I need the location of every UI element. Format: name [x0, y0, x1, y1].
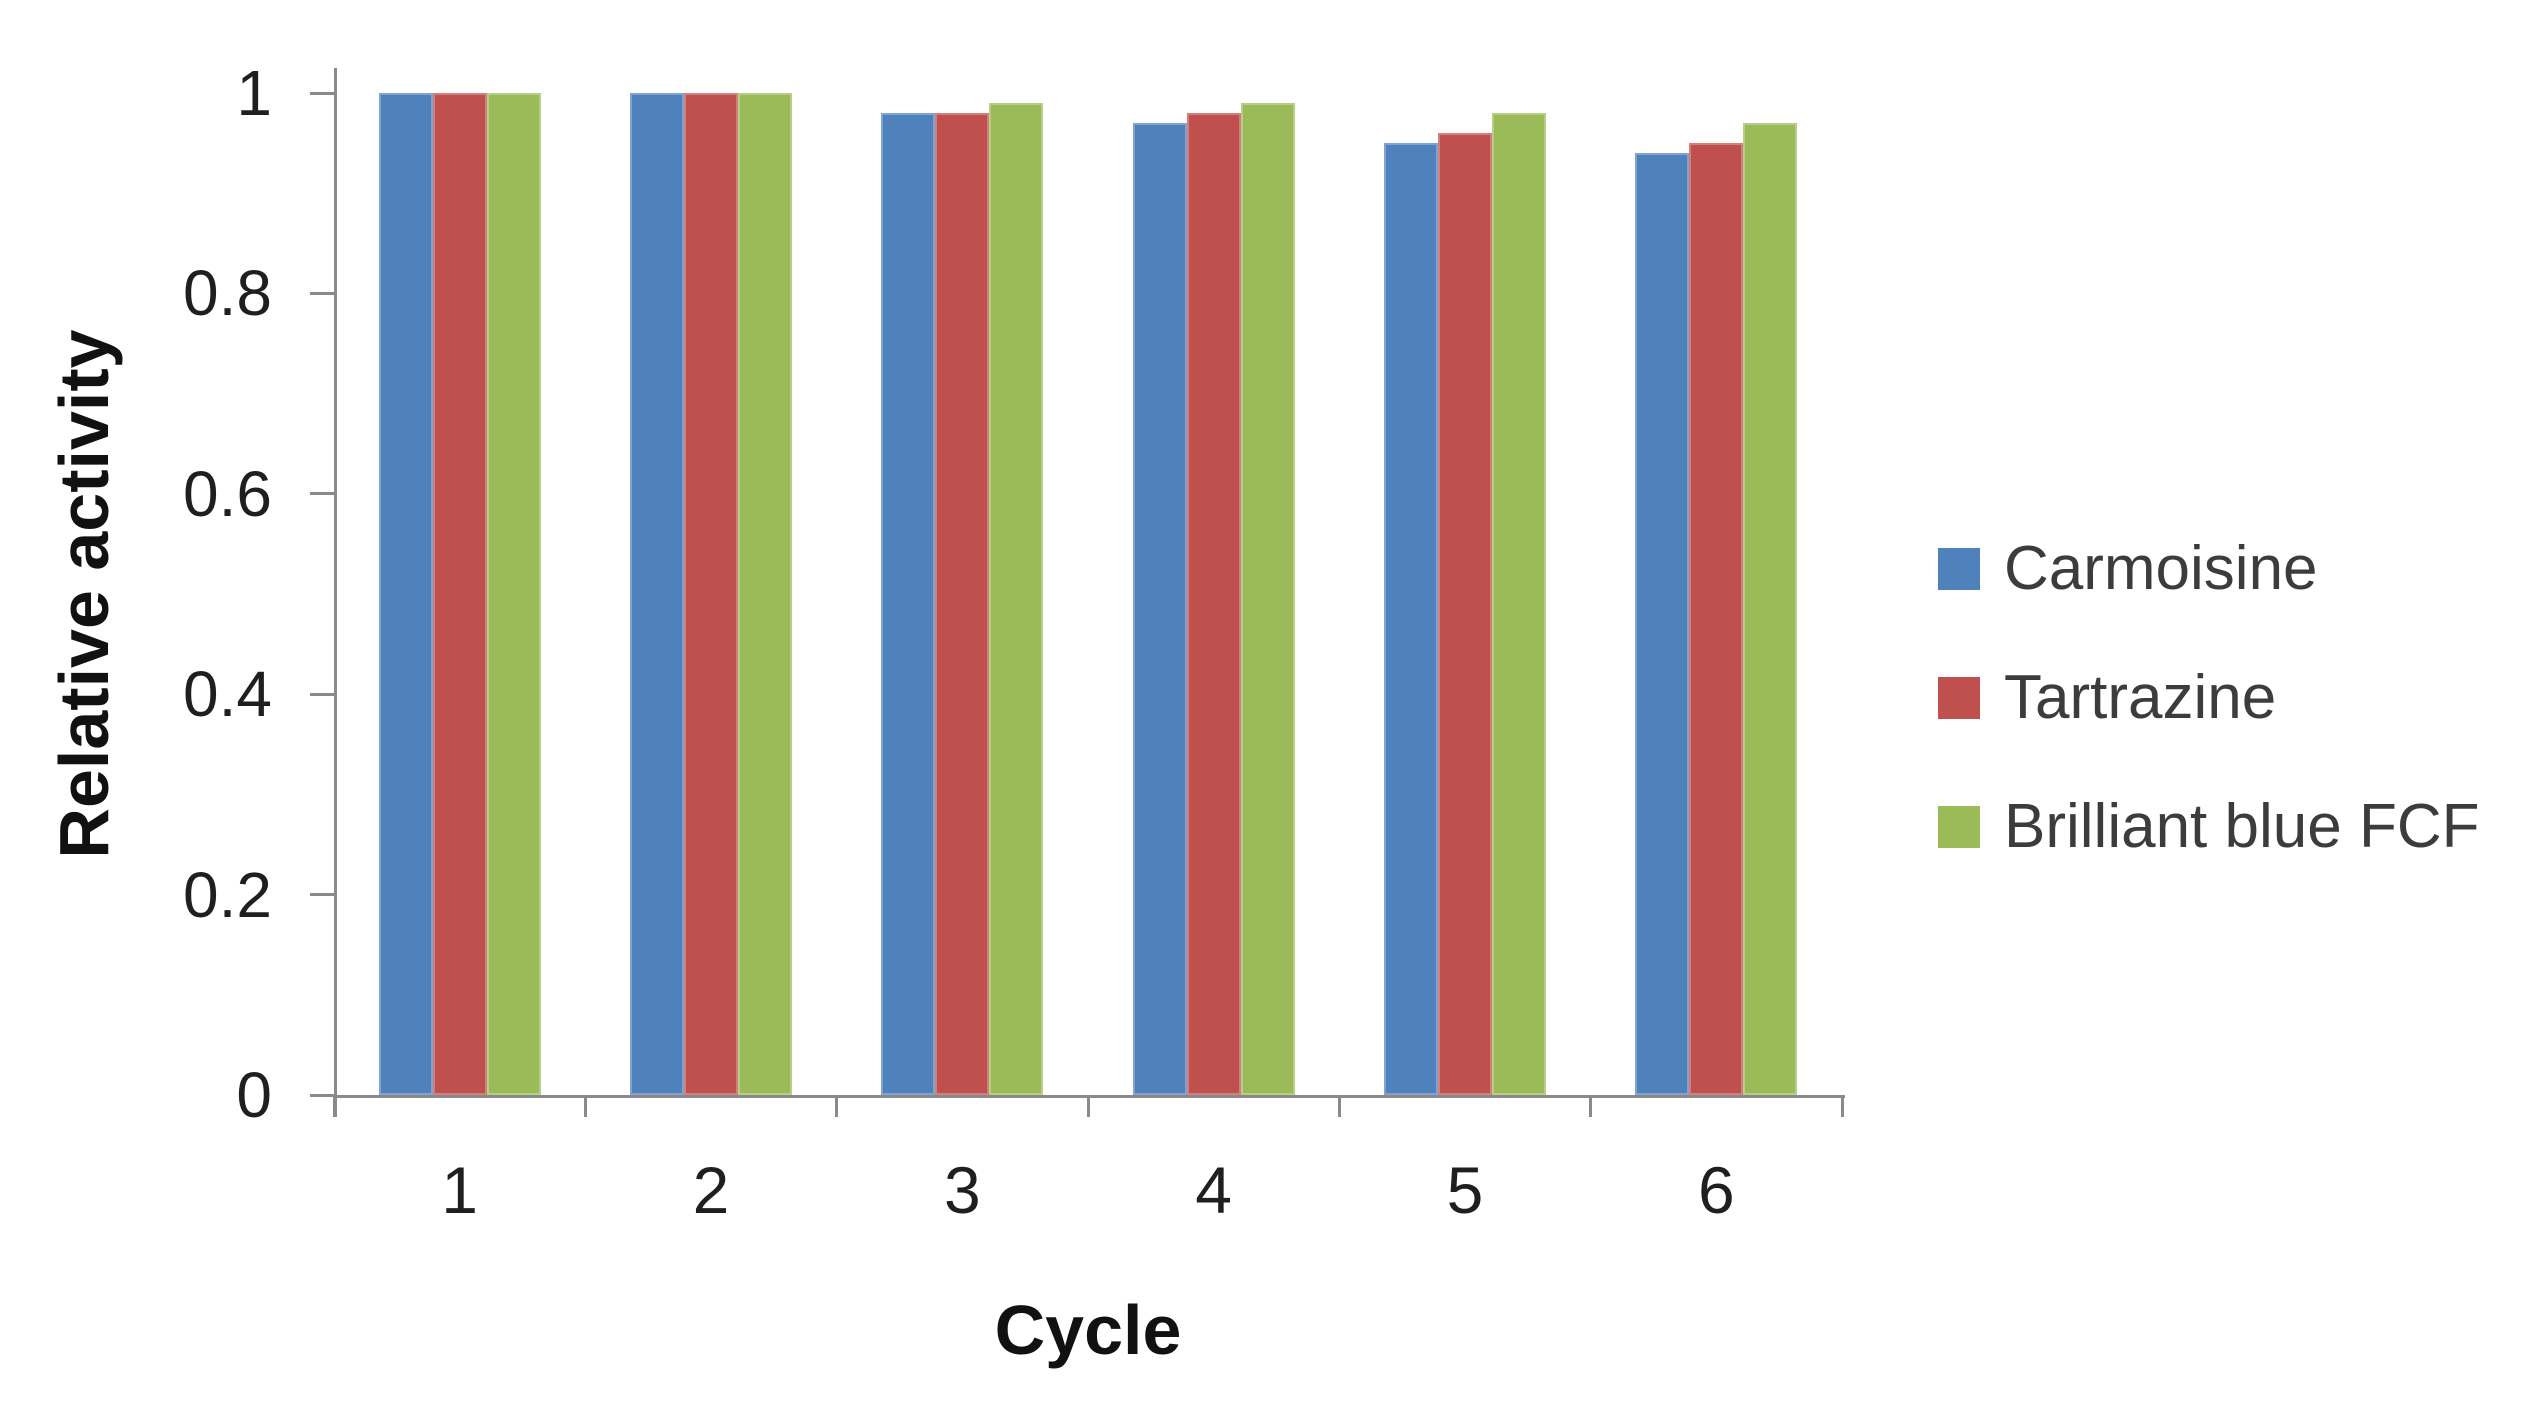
y-tick-label: 0.4: [183, 658, 272, 731]
x-tick-label: 6: [1697, 1153, 1735, 1227]
bar-brilliant-blue-fcf: [989, 103, 1044, 1095]
x-tick-mark: [835, 1095, 839, 1117]
y-tick-label: 0: [236, 1059, 272, 1131]
y-tick-label: 0.6: [183, 457, 272, 530]
y-tick-mark: [310, 893, 334, 897]
x-tick-label: 3: [943, 1153, 981, 1227]
y-tick-mark: [310, 91, 334, 95]
bar-tartrazine: [684, 93, 738, 1095]
x-tick-mark: [1086, 1095, 1090, 1117]
y-tick-mark: [310, 492, 334, 496]
bar-brilliant-blue-fcf: [486, 93, 541, 1095]
bar-group-cycle-5: [1384, 93, 1546, 1095]
x-tick-mark: [1589, 1095, 1593, 1117]
y-axis-line: [334, 68, 337, 1117]
legend-swatch-icon: [1938, 548, 1980, 590]
bar-group-cycle-4: [1132, 93, 1295, 1095]
y-tick-label: 1: [236, 57, 272, 129]
bar-tartrazine: [432, 93, 487, 1095]
bar-group-cycle-2: [630, 93, 792, 1095]
bar-carmoisine: [1132, 123, 1187, 1095]
x-tick-mark: [332, 1095, 336, 1117]
bar-tartrazine: [1438, 133, 1492, 1095]
bar-group-cycle-6: [1635, 93, 1798, 1095]
legend-swatch-icon: [1938, 677, 1980, 719]
x-tick-label: 2: [692, 1153, 730, 1227]
bar-carmoisine: [881, 113, 936, 1095]
bar-brilliant-blue-fcf: [1492, 113, 1546, 1095]
y-tick-mark: [310, 291, 334, 295]
legend-label: Carmoisine: [2004, 534, 2318, 603]
x-tick-label: 1: [441, 1153, 479, 1227]
bar-tartrazine: [1186, 113, 1241, 1095]
bar-carmoisine: [1635, 153, 1690, 1095]
legend-item-tartrazine: Tartrazine: [1938, 660, 2479, 736]
legend: Carmoisine Tartrazine Brilliant blue FCF: [1938, 531, 2479, 865]
bar-brilliant-blue-fcf: [1240, 103, 1295, 1095]
bar-tartrazine: [1689, 143, 1744, 1095]
x-tick-mark: [1337, 1095, 1341, 1117]
y-tick-mark: [310, 1093, 334, 1097]
x-tick-mark: [583, 1095, 587, 1117]
legend-item-carmoisine: Carmoisine: [1938, 531, 2479, 607]
bar-tartrazine: [935, 113, 990, 1095]
x-axis-line: [334, 1095, 1845, 1098]
x-tick-label: 4: [1195, 1153, 1233, 1227]
bar-brilliant-blue-fcf: [738, 93, 792, 1095]
bar-brilliant-blue-fcf: [1743, 123, 1798, 1095]
x-tick-mark: [1840, 1095, 1844, 1117]
legend-swatch-icon: [1938, 806, 1980, 848]
x-tick-label: 5: [1446, 1153, 1484, 1227]
x-axis-title: Cycle: [994, 1291, 1182, 1369]
bar-group-cycle-3: [881, 93, 1044, 1095]
bar-carmoisine: [1384, 143, 1438, 1095]
bar-carmoisine: [378, 93, 433, 1095]
y-tick-mark: [310, 692, 334, 696]
legend-label: Tartrazine: [2004, 663, 2277, 732]
legend-label: Brilliant blue FCF: [2004, 792, 2480, 861]
y-tick-label: 0.2: [183, 858, 272, 931]
legend-item-brilliant-blue-fcf: Brilliant blue FCF: [1938, 789, 2479, 865]
y-tick-label: 0.8: [183, 257, 272, 330]
bar-group-cycle-1: [378, 93, 541, 1095]
bar-carmoisine: [630, 93, 684, 1095]
